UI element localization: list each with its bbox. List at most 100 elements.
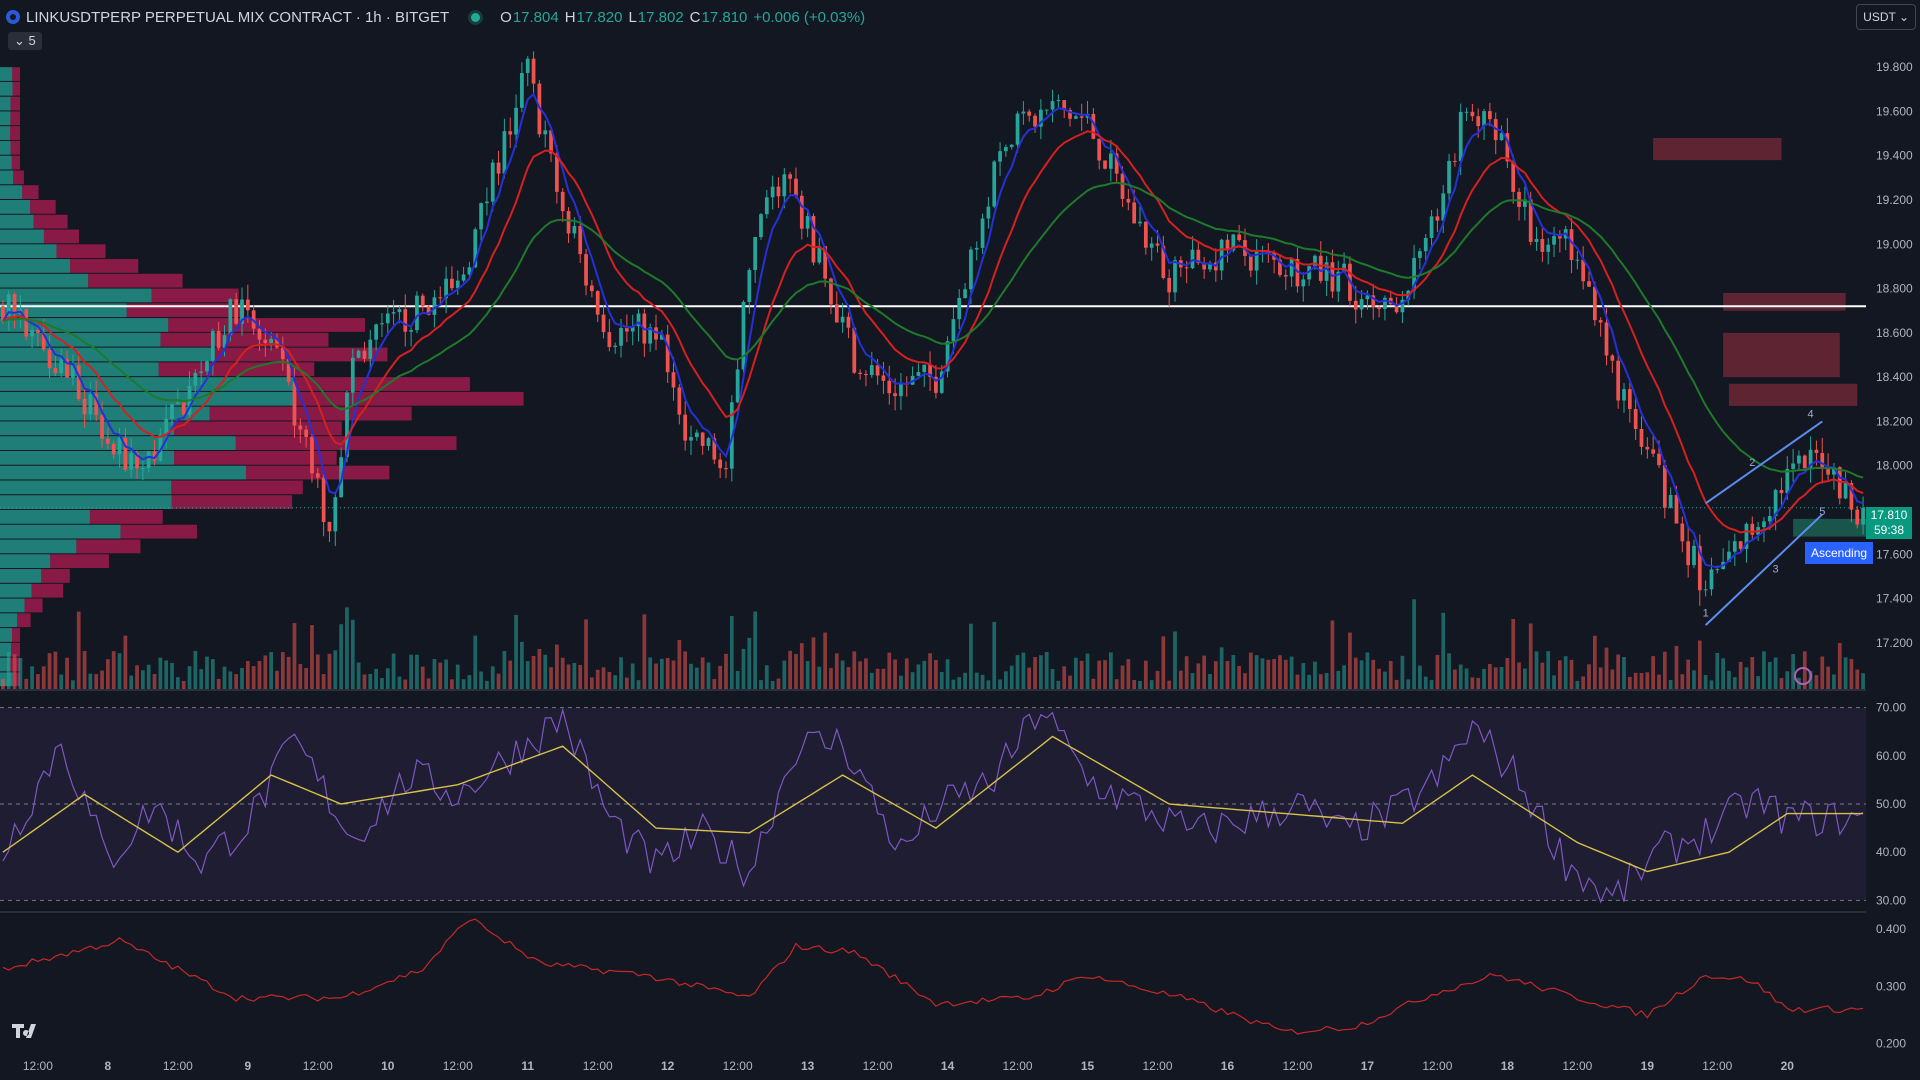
lightning-icon[interactable] (1794, 667, 1812, 685)
volume-bar (1004, 671, 1008, 690)
candle-body (1167, 277, 1172, 293)
volume-bar (1476, 677, 1481, 690)
volume-profile-up-bar (0, 273, 89, 288)
volume-bar (566, 664, 571, 690)
candle-body (1598, 320, 1603, 323)
volume-bar (1727, 670, 1731, 690)
current-price: 17.810 (1870, 508, 1908, 522)
candle-body (485, 201, 489, 204)
channel-upper-line[interactable] (1705, 420, 1823, 505)
candle-body (1482, 111, 1486, 127)
volume-bar (1598, 667, 1603, 690)
candle-body (683, 414, 688, 441)
volume-bar (123, 635, 128, 690)
volume-profile-up-bar (0, 96, 11, 111)
volume-profile-down-bar (89, 510, 163, 524)
candle-body (1808, 449, 1813, 469)
volume-bar (764, 665, 769, 690)
volume-bar (549, 667, 553, 690)
candle-body (240, 299, 244, 324)
volume-bar (304, 668, 309, 690)
candle-body (1027, 111, 1032, 116)
candle-body (1797, 455, 1801, 464)
candle-body (834, 304, 839, 323)
channel-lower-line[interactable] (1704, 513, 1823, 626)
volume-profile-up-bar (0, 495, 172, 509)
candle-body (811, 216, 816, 263)
candle-body (1610, 355, 1615, 361)
volume-bar (1318, 674, 1323, 690)
volume-bar (1289, 656, 1294, 690)
candle-body (298, 425, 303, 430)
candle-body (1709, 569, 1714, 590)
time-tick-label: 10 (381, 1059, 395, 1073)
volume-profile-up-bar (0, 111, 11, 126)
candle-body (1423, 237, 1428, 252)
candle-body (1855, 509, 1860, 525)
rsi-ma-line (2, 735, 1864, 873)
candle-body (1750, 523, 1755, 535)
volume-bar (362, 674, 367, 690)
volume-bar (88, 673, 93, 690)
tradingview-logo-icon[interactable] (10, 1020, 46, 1040)
candle-body (1237, 234, 1242, 241)
close-value: 17.810 (701, 8, 748, 26)
open-label: O (500, 8, 512, 26)
volume-bar (1015, 655, 1020, 690)
volume-profile-down-bar (160, 332, 329, 347)
horizontal-line[interactable] (0, 305, 1866, 509)
time-tick-label: 18 (1501, 1059, 1515, 1073)
volume-profile-down-bar (10, 111, 20, 126)
volume-bar (12, 654, 17, 690)
volume-bar (980, 674, 985, 690)
pattern-label[interactable]: Ascending (1805, 542, 1874, 564)
volume-bar (1079, 660, 1084, 690)
volume-bar (992, 621, 997, 690)
volume-bar (36, 674, 40, 690)
candle-body (624, 327, 629, 332)
volume-bar (374, 668, 378, 690)
volume-bar (1517, 662, 1521, 690)
volume-profile-up-bar (0, 140, 11, 155)
lower-indicator-pane (2, 918, 1864, 1035)
candle-body (1633, 409, 1638, 429)
high-value: 17.820 (576, 8, 623, 26)
candle-body (36, 329, 40, 333)
volume-bar (811, 637, 816, 690)
volume-bar (823, 632, 827, 690)
volume-bar (928, 653, 932, 690)
time-tick-label: 12:00 (1282, 1059, 1312, 1073)
volume-bar (1184, 656, 1189, 690)
candle-body (1528, 199, 1533, 242)
indicators-collapse-button[interactable]: ⌄ 5 (8, 32, 42, 50)
volume-bar (158, 657, 163, 690)
volume-bar (1861, 673, 1865, 690)
candle-body (473, 229, 478, 268)
symbol-title[interactable]: LINKUSDTPERP PERPETUAL MIX CONTRACT · 1h… (26, 8, 450, 26)
volume-bar (1814, 675, 1819, 690)
volume-bar (1231, 655, 1236, 690)
volume-bar (24, 678, 29, 690)
candle-body (1033, 115, 1037, 127)
candle-body (764, 197, 769, 215)
candle-body (245, 299, 250, 311)
candle-body (6, 294, 11, 322)
candle-body (1114, 153, 1119, 174)
volume-profile-up-bar (0, 613, 18, 628)
volume-bar (502, 650, 507, 690)
volume-bar (986, 680, 991, 690)
price-tick-label: 19.600 (1876, 104, 1913, 118)
candle-body (496, 162, 501, 174)
ascending-channel[interactable]: 1 2 3 4 5 (1703, 408, 1826, 626)
volume-bar (1470, 677, 1475, 690)
currency-dropdown[interactable]: USDT ⌄ (1856, 4, 1916, 30)
volume-bar (829, 667, 833, 690)
candle-body (1231, 234, 1236, 251)
volume-bar (735, 670, 740, 690)
volume-bar (1039, 655, 1043, 690)
candle-body (12, 294, 17, 315)
candle-body (508, 131, 513, 135)
candle-body (1383, 297, 1387, 309)
